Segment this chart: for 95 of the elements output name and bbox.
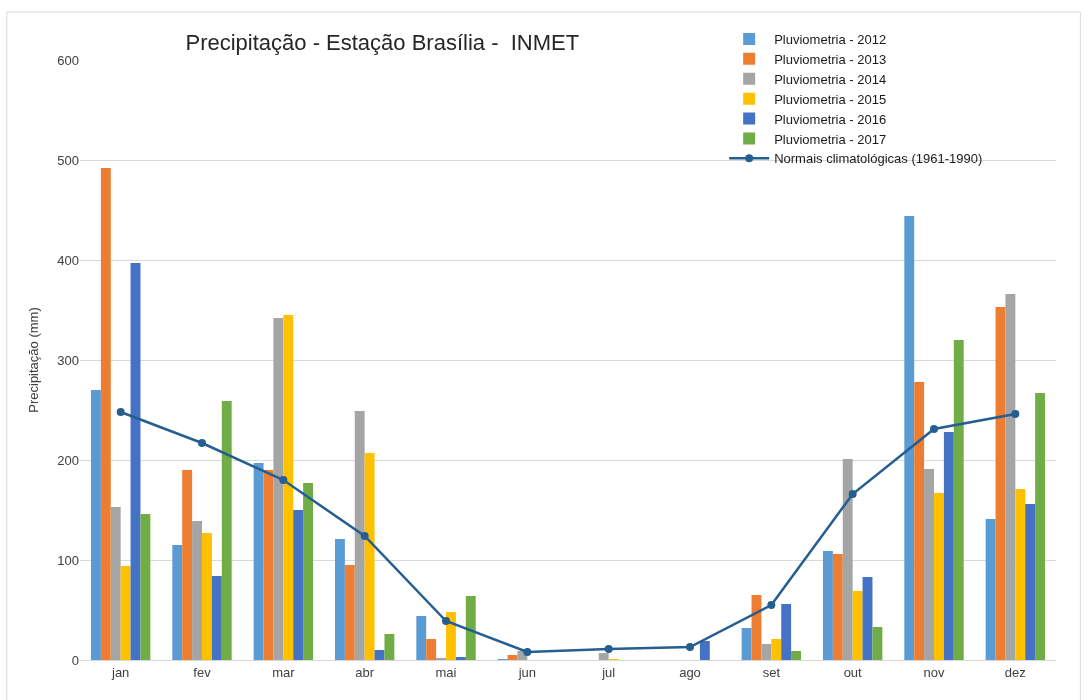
bar <box>862 577 873 660</box>
legend-label: Pluviometria - 2012 <box>774 32 887 48</box>
legend-label: Normais climatológicas (1961-1990) <box>774 151 983 167</box>
point <box>767 601 776 609</box>
bar <box>211 576 222 660</box>
x-tick-label: out <box>843 664 863 680</box>
bar <box>263 470 274 660</box>
bar <box>384 634 395 660</box>
bar <box>140 514 151 660</box>
bar <box>822 551 833 660</box>
bar <box>904 216 915 660</box>
bar <box>781 604 792 660</box>
y-tick-label: 500 <box>57 152 79 168</box>
point <box>360 532 369 540</box>
bar <box>426 639 437 660</box>
x-tick-label: dez <box>1004 664 1026 680</box>
x-tick-label: nov <box>923 664 945 680</box>
bar <box>872 627 883 660</box>
point <box>442 617 450 625</box>
bar <box>1005 294 1016 660</box>
bar <box>344 565 355 660</box>
bar <box>771 639 782 660</box>
point <box>848 490 857 498</box>
y-tick-label: 100 <box>57 552 79 568</box>
x-tick-label: mar <box>272 664 296 680</box>
bar <box>1035 393 1046 660</box>
bar <box>182 470 193 660</box>
bar <box>293 510 304 660</box>
bar <box>924 469 934 660</box>
x-tick-label: abr <box>355 664 375 680</box>
bar <box>914 382 925 660</box>
bar <box>761 644 772 660</box>
bar <box>507 655 518 660</box>
y-tick-label: 0 <box>71 652 79 668</box>
bar <box>283 315 294 660</box>
x-tick-label: jun <box>517 664 537 680</box>
bar <box>832 554 843 660</box>
bar <box>110 507 121 660</box>
bar <box>364 453 375 660</box>
x-tick-label: jan <box>110 664 130 680</box>
bar <box>90 390 101 660</box>
y-tick-label: 600 <box>57 52 79 68</box>
legend-label: Pluviometria - 2017 <box>774 131 887 147</box>
bar <box>465 596 476 660</box>
x-tick-label: ago <box>679 664 701 680</box>
point <box>604 645 613 653</box>
bar <box>374 650 385 660</box>
bar <box>934 493 944 660</box>
bar <box>334 539 345 660</box>
bar <box>130 263 141 660</box>
legend-label: Pluviometria - 2013 <box>774 51 887 67</box>
x-tick-label: mai <box>435 664 457 680</box>
legend-label: Pluviometria - 2014 <box>774 71 887 87</box>
bar <box>741 628 752 660</box>
bar <box>985 519 996 660</box>
x-tick-label: jul <box>601 664 616 680</box>
bar <box>172 545 183 660</box>
bar <box>202 533 212 660</box>
bar <box>791 651 802 660</box>
point <box>1011 410 1020 418</box>
bar <box>842 459 853 660</box>
bar <box>253 463 264 660</box>
legend-label: Pluviometria - 2015 <box>774 91 887 107</box>
bar <box>1025 504 1036 660</box>
bar <box>455 657 466 660</box>
point <box>279 476 288 484</box>
bar <box>100 168 111 660</box>
bar <box>953 340 964 660</box>
bar <box>995 307 1006 660</box>
bar <box>221 401 232 660</box>
bar <box>943 432 954 660</box>
bar <box>120 566 131 660</box>
y-tick-label: 400 <box>57 252 79 268</box>
legend-label: Pluviometria - 2016 <box>774 111 887 127</box>
point <box>930 425 938 433</box>
bar <box>699 641 710 660</box>
bar <box>416 616 427 660</box>
y-tick-label: 200 <box>57 452 79 468</box>
y-tick-label: 300 <box>57 352 79 368</box>
point <box>198 439 206 447</box>
bar <box>192 521 202 660</box>
x-tick-label: set <box>762 664 781 680</box>
point <box>523 648 532 656</box>
bar <box>354 411 365 660</box>
bar <box>446 612 456 660</box>
point <box>686 643 694 651</box>
bar <box>273 318 284 660</box>
bar <box>303 483 314 660</box>
point <box>116 408 125 416</box>
y-axis-title: Precipitação (mm) <box>26 307 42 413</box>
chart-title: Precipitação - Estação Brasília - INMET <box>185 30 580 56</box>
bar <box>852 591 863 660</box>
bar <box>1015 489 1026 660</box>
x-tick-label: fev <box>193 664 212 680</box>
bar <box>598 653 609 660</box>
